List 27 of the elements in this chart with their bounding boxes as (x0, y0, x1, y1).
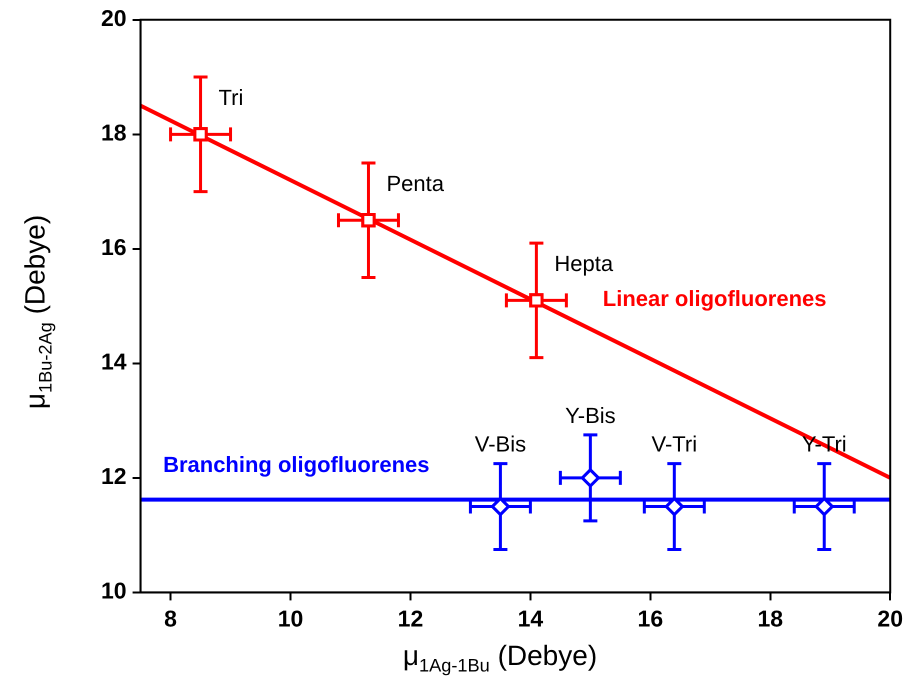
text: Linear oligofluorenes (602, 286, 826, 312)
point (193, 127, 208, 142)
annotation: Y-Bis (565, 402, 616, 428)
x-tick-label: 14 (518, 606, 544, 632)
y-tick-label: 10 (100, 578, 127, 604)
annotation: V-Bis (474, 432, 526, 457)
point (361, 213, 376, 228)
point (814, 497, 834, 516)
y-tick-label: 14 (100, 348, 127, 375)
x-tick-label: 8 (164, 606, 178, 632)
y-tick-label: 20 (100, 5, 127, 32)
annotation: Penta (386, 170, 445, 196)
point (580, 468, 600, 488)
annotation: V-Tri (652, 432, 698, 457)
y-tick-label: 12 (100, 463, 127, 490)
annotation: Hepta (554, 251, 614, 276)
x-tick-label: 16 (638, 606, 664, 632)
y-tick-label: 16 (100, 234, 127, 260)
point (529, 293, 544, 308)
x-tick-label: 20 (877, 606, 904, 632)
y-tick-label: 18 (100, 120, 127, 146)
text: Branching oligofluorenes (163, 452, 430, 478)
x-tick-label: 18 (757, 606, 784, 632)
x-tick-label: 10 (278, 606, 304, 632)
annotation: Tri (218, 85, 244, 110)
x-tick-label: 12 (398, 606, 424, 632)
point (664, 497, 684, 516)
